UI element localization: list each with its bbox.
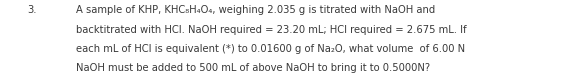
Text: each mL of HCl is equivalent (*) to 0.01600 g of Na₂O, what volume  of 6.00 N: each mL of HCl is equivalent (*) to 0.01… [76, 44, 466, 54]
Text: 3.: 3. [27, 5, 37, 15]
Text: A sample of KHP, KHC₈H₄O₄, weighing 2.035 g is titrated with NaOH and: A sample of KHP, KHC₈H₄O₄, weighing 2.03… [76, 5, 436, 15]
Text: NaOH must be added to 500 mL of above NaOH to bring it to 0.5000N?: NaOH must be added to 500 mL of above Na… [76, 63, 431, 73]
Text: backtitrated with HCl. NaOH required = 23.20 mL; HCl required = 2.675 mL. If: backtitrated with HCl. NaOH required = 2… [76, 25, 467, 35]
